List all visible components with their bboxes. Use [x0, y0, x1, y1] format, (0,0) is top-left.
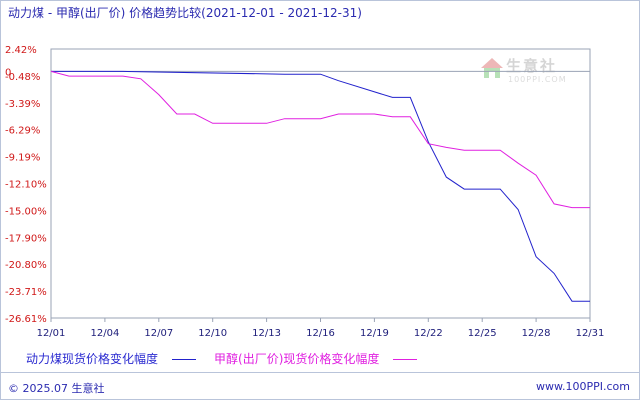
footer-divider [0, 372, 640, 373]
series-line-0 [51, 70, 590, 302]
x-tick-label: 12/28 [522, 328, 551, 339]
y-tick-label: -3.39% [5, 99, 40, 110]
legend-label-methanol: 甲醇(出厂价)现货价格变化幅度 [214, 352, 380, 366]
y-tick-label: -9.19% [5, 153, 40, 164]
legend-label-coal: 动力煤现货价格变化幅度 [26, 352, 159, 366]
y-tick-label: 0 [5, 67, 11, 78]
x-tick-label: 12/31 [576, 328, 605, 339]
x-tick-label: 12/16 [306, 328, 335, 339]
x-tick-label: 12/22 [414, 328, 443, 339]
legend-line-coal [172, 359, 197, 360]
y-axis-ticks: 2.42% 0-0.48% -3.39% -6.29% -9.19% -12.10% -15… [5, 45, 47, 325]
y-tick-label: -15.00% [5, 206, 47, 217]
y-tick-label: -17.90% [5, 233, 47, 244]
site-url: www.100PPI.com [536, 380, 630, 393]
y-tick-label: -26.61% [5, 314, 47, 325]
chart-title: 动力煤 - 甲醇(出厂价) 价格趋势比较(2021-12-01 - 2021-1… [8, 6, 362, 20]
x-tick-label: 12/10 [198, 328, 227, 339]
plot-border [50, 48, 591, 319]
x-tick-label: 12/25 [468, 328, 497, 339]
watermark-name: 生意社 [506, 57, 558, 75]
y-tick-label: -0.48% [5, 72, 40, 83]
chart-axes [50, 48, 591, 319]
x-axis-ticks: 12/01 12/04 12/07 12/10 12/13 12/16 12/19 12/22… [37, 318, 605, 339]
copyright-text: © 2025.07 生意社 [8, 382, 105, 395]
series-line-1 [50, 70, 590, 209]
x-tick-label: 12/07 [144, 328, 173, 339]
x-tick-label: 12/04 [90, 328, 119, 339]
x-tick-label: 12/01 [37, 328, 66, 339]
y-tick-label: -23.71% [5, 287, 47, 298]
y-tick-label: 2.42% [5, 45, 37, 56]
chart-legend: 动力煤现货价格变化幅度 甲醇(出厂价)现货价格变化幅度 [26, 350, 435, 367]
watermark-logo: 生意社 100PPI.COM [480, 55, 590, 95]
y-tick-label: -6.29% [5, 126, 40, 137]
house-logo-icon [481, 58, 503, 78]
chart-series [50, 70, 590, 302]
x-tick-label: 12/19 [360, 328, 389, 339]
x-tick-label: 12/13 [252, 328, 281, 339]
y-tick-label: -12.10% [5, 180, 47, 191]
legend-line-methanol [393, 359, 418, 360]
watermark-url: 100PPI.COM [508, 75, 567, 84]
y-tick-label: -20.80% [5, 260, 47, 271]
